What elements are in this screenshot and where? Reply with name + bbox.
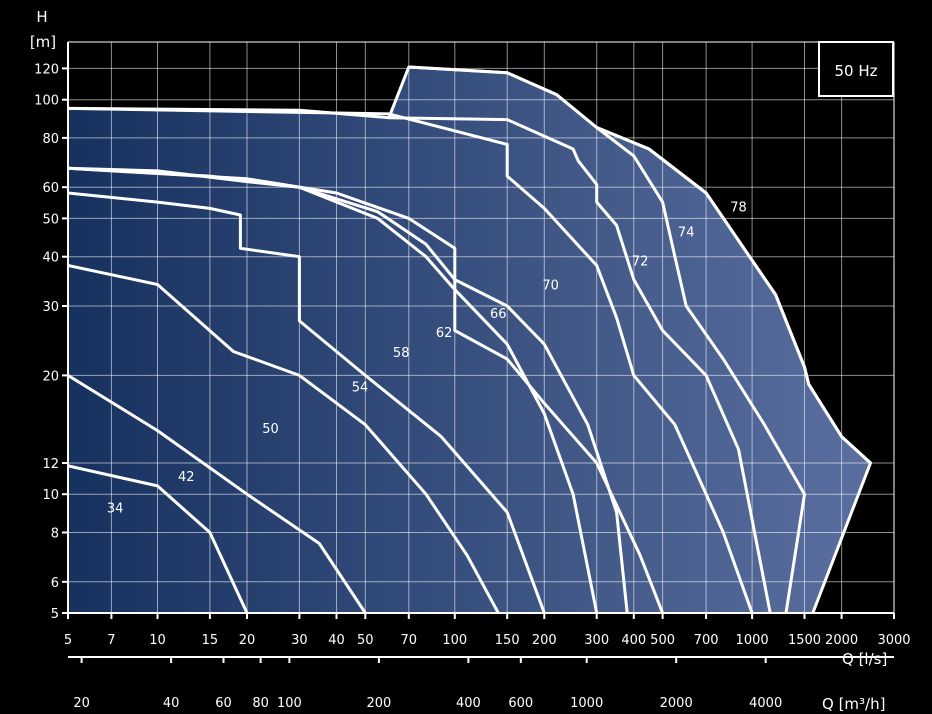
x-tick-label: 400: [621, 633, 646, 648]
curve-label-62: 62: [436, 326, 453, 341]
x-tick-label: 700: [694, 633, 719, 648]
y-tick-label: 10: [42, 488, 59, 503]
x-tick-label: 300: [584, 633, 609, 648]
x2-tick-label: 600: [508, 696, 533, 711]
y-tick-label: 12: [42, 457, 59, 472]
curve-54: [68, 191, 546, 613]
x-tick-label: 20: [239, 633, 256, 648]
frequency-box: [818, 41, 894, 97]
y-tick-label: 20: [42, 369, 59, 384]
x-tick-label: 100: [442, 633, 467, 648]
x2-tick-label: 400: [456, 696, 481, 711]
x2-tick-label: 4000: [749, 696, 782, 711]
curve-label-42: 42: [178, 470, 195, 485]
x-tick-label: 10: [149, 633, 166, 648]
y-tick-label: 40: [42, 251, 59, 266]
y-axis-unit: [m]: [30, 33, 56, 51]
x2-tick-label: 200: [366, 696, 391, 711]
curve-label-72: 72: [632, 255, 649, 270]
x-tick-label: 500: [650, 633, 675, 648]
x-tick-label: 70: [401, 633, 418, 648]
y-tick-label: 100: [34, 94, 59, 109]
curve-layer: [68, 65, 872, 613]
x-tick-label: 7: [107, 633, 115, 648]
curve-42: [68, 374, 367, 613]
curve-label-74: 74: [678, 226, 695, 241]
curve-label-70: 70: [542, 279, 559, 294]
x-tick-label: 150: [495, 633, 520, 648]
curve-label-58: 58: [393, 346, 410, 361]
x-tick-label: 40: [328, 633, 345, 648]
x-tick-label: 50: [357, 633, 374, 648]
x-tick-label: 3000: [877, 633, 910, 648]
x2-tick-label: 60: [215, 696, 232, 711]
x2-tick-label: 40: [163, 696, 180, 711]
y-tick-label: 50: [42, 212, 59, 227]
frequency-label: 50 Hz: [834, 62, 877, 80]
x2-tick-label: 1000: [570, 696, 603, 711]
x2-axis-title: Q [m³/h]: [822, 695, 885, 713]
curve-label-78: 78: [730, 201, 747, 216]
y-tick-label: 30: [42, 300, 59, 315]
curve-label-66: 66: [490, 307, 507, 322]
y-tick-label: 5: [51, 607, 59, 622]
y-tick-label: 60: [42, 181, 59, 196]
x-tick-label: 1000: [736, 633, 769, 648]
curve-label-layer: 34 42 50 54 58 62 66 70 72 74 78: [107, 201, 747, 517]
y-tick-label: 80: [42, 132, 59, 147]
x2-tick-label: 2000: [660, 696, 693, 711]
x2-tick-label: 80: [252, 696, 269, 711]
envelope-outline: [68, 65, 872, 465]
x2-tick-label: 100: [277, 696, 302, 711]
curve-label-54: 54: [352, 381, 369, 396]
x-tick-label: 5: [64, 633, 72, 648]
curve-label-34: 34: [107, 501, 124, 516]
y-tick-label: 8: [51, 527, 59, 542]
y-axis-title: H: [36, 8, 47, 26]
y-tick-label: 6: [51, 576, 59, 591]
curve-70: [68, 106, 754, 613]
curve-34: [68, 464, 249, 613]
x-tick-label: 200: [532, 633, 557, 648]
x-tick-label: 30: [291, 633, 308, 648]
curve-50: [68, 264, 500, 613]
x-tick-label: 1500: [788, 633, 821, 648]
curve-66: [68, 166, 664, 613]
x2-tick-label: 20: [73, 696, 90, 711]
y-tick-label: 120: [34, 62, 59, 77]
axis-layer: 5 6 8 10 12 20 30 40 50 60 80 100 120 5 7 10 15 20 30 40 50 7…: [34, 41, 911, 711]
curve-72: [388, 116, 772, 613]
curve-label-50: 50: [262, 422, 279, 437]
x-axis-title: Q [l/s]: [842, 650, 887, 668]
x-tick-label: 2000: [825, 633, 858, 648]
x-tick-label: 15: [202, 633, 219, 648]
